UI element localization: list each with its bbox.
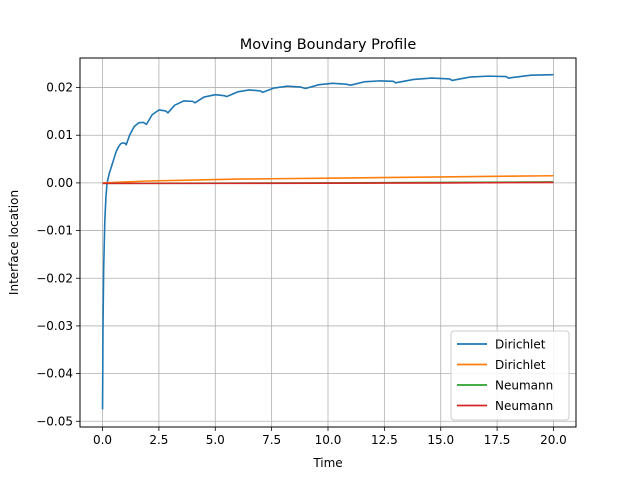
legend-label: Dirichlet: [495, 338, 546, 352]
y-tick-label: 0.00: [46, 176, 73, 190]
legend-box: [450, 330, 570, 421]
x-tick-label: 15.0: [427, 433, 454, 447]
x-tick-label: 17.5: [484, 433, 511, 447]
legend: Dirichlet Dirichlet Neumann Neumann: [450, 330, 570, 421]
series-line-1: [101, 73, 554, 410]
y-tick-label: 0.01: [46, 128, 73, 142]
legend-label: Neumann: [495, 399, 553, 413]
y-tick-label: 0.02: [46, 81, 73, 95]
legend-label: Dirichlet: [495, 358, 546, 372]
x-tick-label: 2.5: [149, 433, 168, 447]
x-tick-label: 10.0: [315, 433, 342, 447]
x-axis: 0.0 2.5 5.0 7.5 10.0 12.5 15.0 17.5 20.0: [93, 427, 567, 447]
series-line-2: [102, 174, 554, 184]
x-tick-label: 20.0: [540, 433, 567, 447]
x-tick-label: 5.0: [206, 433, 225, 447]
y-tick-label: −0.01: [36, 224, 73, 238]
series-lines: [101, 73, 554, 410]
series-line-4: [102, 181, 554, 185]
chart-title: Moving Boundary Profile: [240, 37, 417, 53]
x-tick-label: 12.5: [371, 433, 398, 447]
y-axis-label: Interface location: [7, 190, 21, 295]
y-tick-label: −0.02: [36, 271, 73, 285]
y-tick-label: −0.03: [36, 319, 73, 333]
y-axis: −0.05 −0.04 −0.03 −0.02 −0.01 0.00 0.01 0.02: [36, 81, 80, 428]
x-tick-label: 0.0: [93, 433, 112, 447]
x-tick-label: 7.5: [262, 433, 281, 447]
x-axis-label: Time: [312, 456, 342, 470]
y-tick-label: −0.05: [36, 414, 73, 428]
y-tick-label: −0.04: [36, 367, 73, 381]
legend-label: Neumann: [495, 379, 553, 393]
